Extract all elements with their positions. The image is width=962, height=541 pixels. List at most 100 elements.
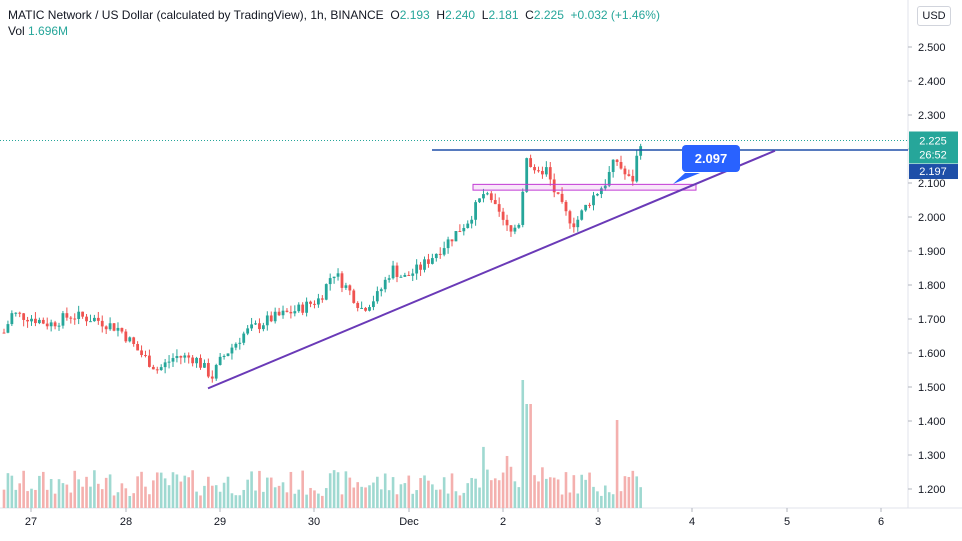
ascending-trendline: [207, 149, 776, 390]
candle-body: [501, 211, 505, 220]
candle-body: [81, 311, 84, 317]
candle-body: [403, 274, 407, 277]
candle-body: [144, 355, 147, 357]
price-tick-label: 1.900: [918, 246, 946, 258]
candle-body: [509, 225, 513, 232]
candle-body: [10, 313, 14, 325]
legend-volume: Vol 1.696M: [8, 24, 69, 38]
candle-body: [599, 188, 603, 195]
volume-bar: [627, 476, 631, 508]
candle-body: [128, 337, 132, 342]
candle-body: [167, 361, 171, 363]
high-value: 2.240: [445, 8, 476, 22]
volume-bar: [195, 491, 198, 508]
volume-bar: [81, 486, 84, 508]
volume-bar: [262, 491, 265, 508]
volume-bar: [639, 487, 642, 508]
volume-bar: [199, 495, 202, 508]
volume-bar: [395, 494, 399, 508]
candle-body: [344, 285, 348, 288]
volume-bar: [399, 484, 403, 508]
volume-bar: [564, 472, 568, 508]
candle-body: [218, 356, 222, 365]
volume-bar: [344, 471, 348, 508]
candle-body: [348, 285, 352, 291]
volume-bar: [222, 482, 226, 508]
volume-bar: [427, 480, 430, 508]
candle-body: [269, 315, 273, 322]
change-value: +0.032 (+1.46%): [570, 8, 660, 22]
volume-bar: [144, 486, 147, 508]
volume-bar: [411, 493, 415, 508]
candle-body: [356, 302, 360, 308]
last-price-box: [909, 131, 958, 164]
annotations: 2.097: [0, 140, 908, 390]
volume-bar: [42, 471, 45, 508]
volume-bar: [419, 478, 422, 508]
volume-bar: [336, 472, 340, 508]
volume-bar: [69, 492, 73, 508]
volume-bar: [364, 487, 367, 508]
currency-button[interactable]: USD: [917, 6, 951, 26]
volume-bar: [85, 476, 88, 508]
volume-bar: [631, 470, 635, 508]
volume-bar: [191, 470, 194, 508]
candle-body: [576, 219, 580, 228]
volume-bar: [324, 488, 328, 508]
candle-body: [285, 310, 289, 312]
candle-body: [611, 159, 615, 172]
candle-body: [92, 317, 96, 322]
time-tick-label: 6: [878, 516, 884, 528]
price-tick-label: 2.000: [918, 212, 946, 224]
callout-box: [682, 145, 740, 172]
callout-label: 2.097: [695, 151, 728, 166]
volume-bar: [533, 475, 536, 508]
candle-body: [112, 323, 116, 331]
volume-bar: [100, 489, 104, 508]
volume-bar: [501, 472, 505, 508]
level-price-label: 2.197: [919, 166, 947, 178]
volume-bar: [403, 483, 407, 508]
volume-bar: [277, 485, 281, 508]
volume-bar: [89, 486, 92, 508]
volume-bar: [49, 479, 53, 508]
price-tick-label: 1.200: [918, 484, 946, 496]
candle-body: [399, 276, 403, 278]
volume-bar: [53, 493, 57, 508]
volume-bar: [250, 471, 253, 508]
volume-bar: [596, 491, 599, 508]
price-labels: 2.225 26:52 2.197: [909, 131, 958, 180]
volume-bar: [493, 478, 497, 508]
candle-body: [320, 298, 324, 300]
volume-bar: [120, 483, 124, 508]
volume-bar: [478, 487, 481, 508]
candle-body: [85, 316, 88, 322]
candle-body: [596, 194, 599, 196]
candle-body: [485, 193, 489, 195]
candle-body: [313, 303, 316, 305]
price-tick-label: 2.300: [918, 110, 946, 122]
volume-bar: [635, 476, 639, 508]
candle-body: [210, 376, 214, 379]
candle-body: [34, 318, 37, 324]
candle-body: [379, 289, 383, 292]
candle-body: [222, 355, 226, 357]
volume-bar: [289, 471, 293, 508]
volume-bar: [187, 477, 191, 508]
candle-body: [387, 278, 391, 280]
candle-body: [6, 324, 10, 333]
candle-body: [493, 200, 497, 205]
candle-body: [603, 185, 607, 189]
candle-body: [132, 337, 136, 345]
candle-body: [383, 279, 387, 290]
volume-bar: [61, 483, 65, 508]
volume-bar: [269, 477, 273, 508]
volume-bar: [391, 477, 395, 508]
candle-body: [552, 179, 556, 193]
low-value: 2.181: [488, 8, 519, 22]
close-value: 2.225: [533, 8, 564, 22]
volume-bar: [584, 479, 587, 508]
volume-bar: [513, 481, 517, 508]
candle-body: [450, 239, 454, 242]
